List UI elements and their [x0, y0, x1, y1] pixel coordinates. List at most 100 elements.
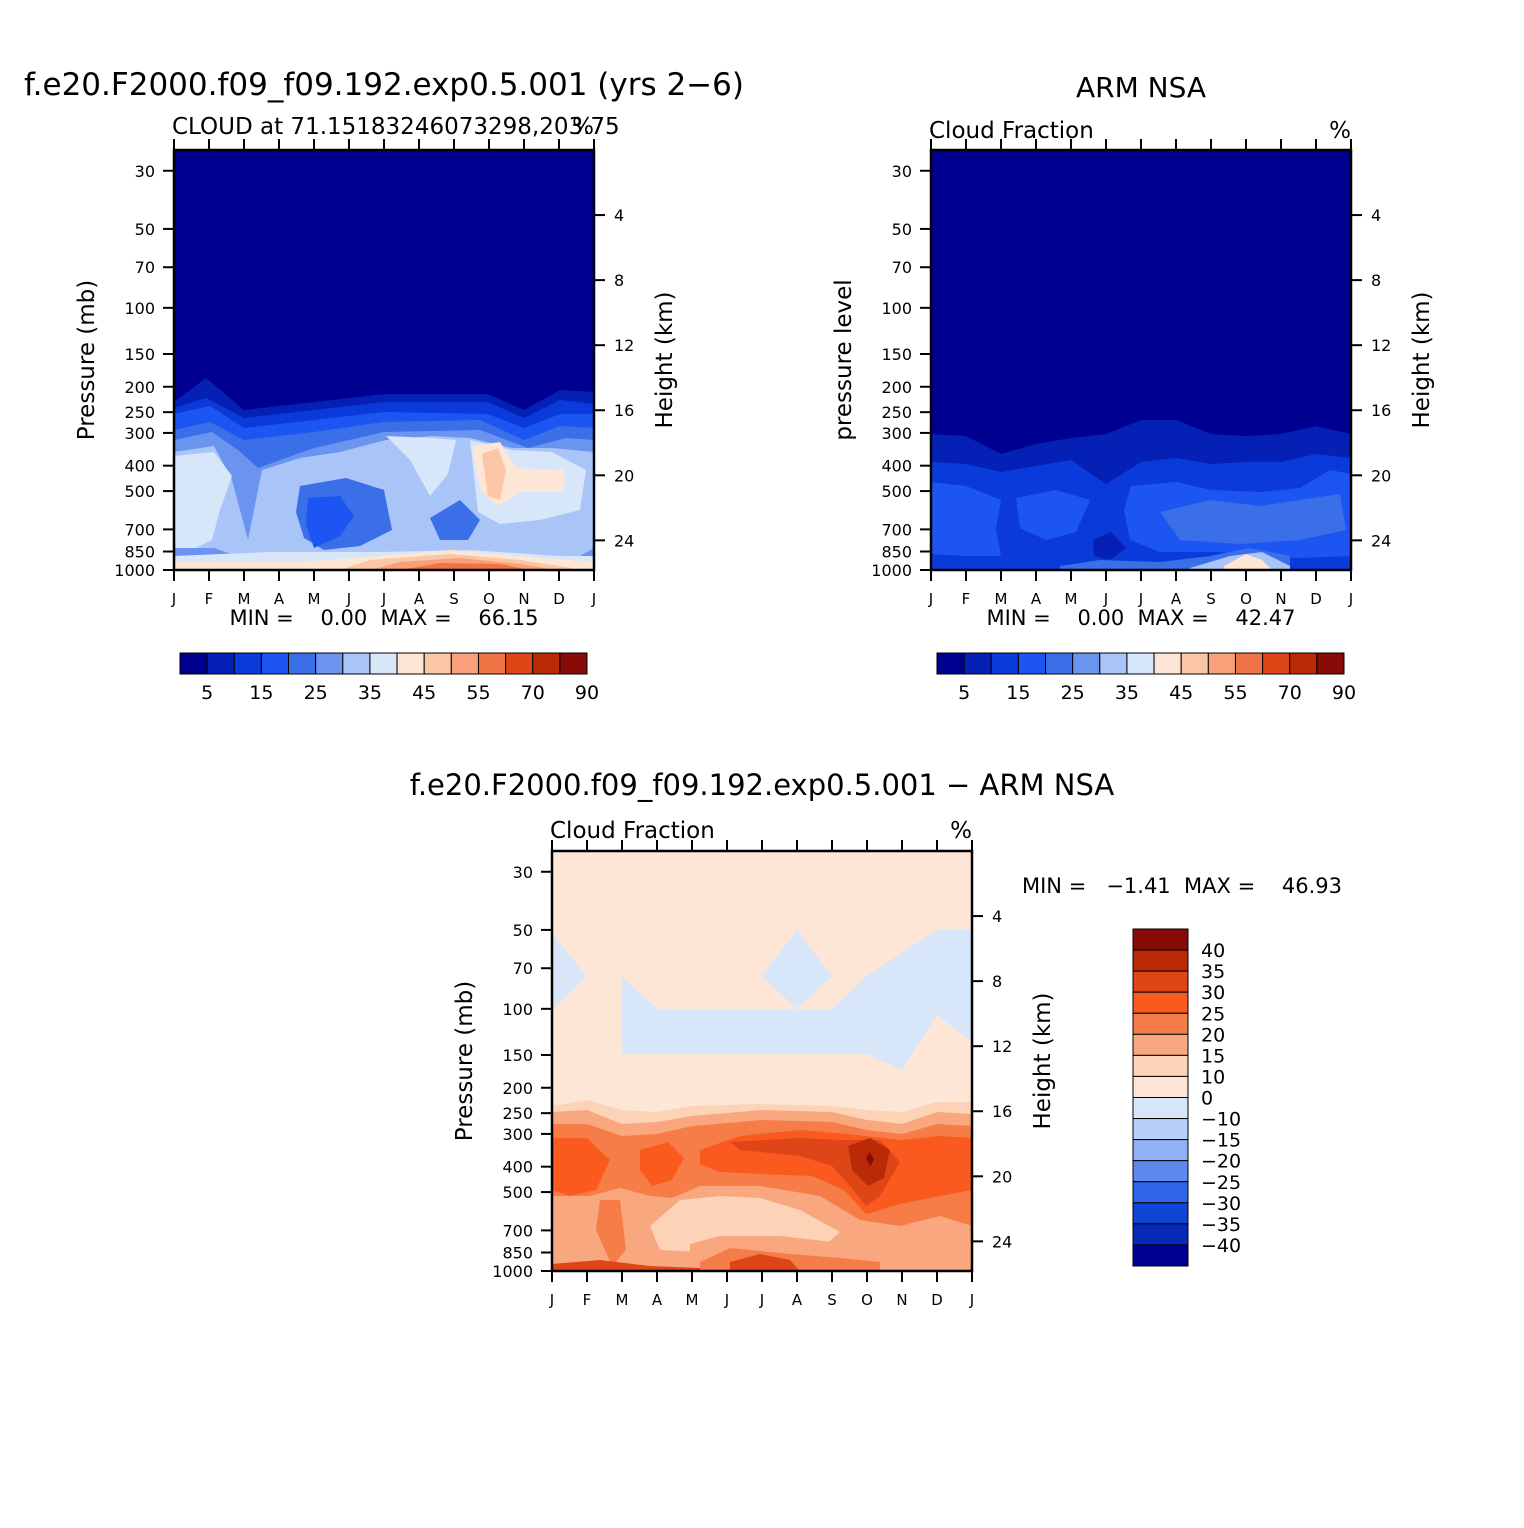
colorbar-swatch	[1132, 1118, 1189, 1141]
colorbar-label: 45	[412, 682, 436, 704]
x-tick-label: A	[274, 590, 285, 608]
model-band-50-core	[482, 448, 506, 500]
diff-axes: J F M A M J J A S O N D J 30 50 70 100 150 200 250 300 400 500…	[452, 840, 1056, 1309]
colorbar-swatch	[1207, 652, 1236, 675]
model-axes: J F M A M J J A S O N D J 30 50 70 100 150 200 250 300 400 500…	[74, 139, 678, 608]
model-left-string: CLOUD at 71.15183246073298,203.75	[172, 114, 620, 140]
colorbar-label: −10	[1201, 1109, 1241, 1131]
y-tick-label: 200	[502, 1079, 533, 1098]
x-tick-label: A	[1031, 590, 1042, 608]
y2-tick-label: 8	[992, 972, 1002, 991]
diff-neg-left	[552, 934, 587, 1010]
colorbar-label: 40	[1201, 940, 1225, 962]
diff-surface-left	[552, 1260, 700, 1271]
panel-model: f.e20.F2000.f09_f09.192.exp0.5.001 (yrs …	[24, 67, 744, 704]
model-colorbar: 5 15 25 35 45 55 70 90	[179, 652, 599, 704]
model-band-40-left	[174, 452, 232, 548]
y-tick-label: 150	[124, 345, 155, 364]
colorbar-label: 90	[1332, 682, 1356, 704]
colorbar-label: 70	[521, 682, 545, 704]
colorbar-swatch	[396, 652, 425, 675]
panel-obs: ARM NSA Cloud Fraction % J F M A M J J A S O N D J 30…	[831, 71, 1435, 704]
obs-units: %	[1329, 118, 1351, 144]
colorbar-label: 25	[1061, 682, 1085, 704]
colorbar-swatch	[1132, 1223, 1189, 1246]
model-low-blue-3	[430, 500, 480, 540]
x-tick-label: O	[861, 1291, 873, 1309]
colorbar-label: 45	[1169, 682, 1193, 704]
colorbar-swatch	[936, 652, 965, 675]
y-tick-label: 50	[513, 921, 533, 940]
colorbar-label: −35	[1201, 1214, 1241, 1236]
panel-diff: f.e20.F2000.f09_f09.192.exp0.5.001 − ARM…	[410, 768, 1342, 1309]
y-tick-label: 100	[881, 299, 912, 318]
colorbar-label: 90	[575, 682, 599, 704]
y-tick-label: 700	[124, 520, 155, 539]
colorbar-swatch	[1132, 970, 1189, 993]
x-tick-label: N	[518, 590, 529, 608]
y2-axis-label: Height (km)	[1030, 992, 1056, 1129]
y2-tick-label: 12	[992, 1037, 1012, 1056]
colorbar-label: 0	[1201, 1088, 1213, 1110]
colorbar-label: 5	[958, 682, 970, 704]
colorbar-swatch	[1132, 1244, 1189, 1267]
y-tick-label: 700	[881, 520, 912, 539]
obs-title: ARM NSA	[1076, 71, 1206, 104]
x-tick-label: F	[962, 590, 971, 608]
diff-surface-30	[730, 1254, 800, 1271]
colorbar-swatch	[1017, 652, 1047, 675]
colorbar-label: −25	[1201, 1172, 1241, 1194]
colorbar-label: −20	[1201, 1151, 1241, 1173]
x-tick-label: A	[414, 590, 425, 608]
y2-tick-label: 4	[614, 206, 624, 225]
diff-low-orange	[596, 1200, 626, 1266]
x-tick-label: N	[1275, 590, 1286, 608]
y2-tick-label: 4	[992, 907, 1002, 926]
y-axis-label: Pressure (mb)	[452, 981, 478, 1141]
diff-band-25-left	[552, 1138, 610, 1196]
colorbar-label: 20	[1201, 1024, 1225, 1046]
y-tick-label: 1000	[114, 561, 155, 580]
y-tick-label: 1000	[492, 1262, 533, 1281]
y-tick-label: 70	[892, 258, 912, 277]
colorbar-swatch	[1289, 652, 1318, 675]
colorbar-label: 55	[1223, 682, 1247, 704]
y-tick-label: 30	[135, 162, 155, 181]
y-tick-label: 400	[124, 457, 155, 476]
y-tick-label: 150	[502, 1046, 533, 1065]
colorbar-swatch	[505, 652, 534, 675]
colorbar-label: 15	[1201, 1045, 1225, 1067]
x-tick-label: A	[652, 1291, 663, 1309]
x-tick-label: D	[553, 590, 565, 608]
colorbar-swatch	[1132, 1160, 1189, 1183]
x-tick-label: D	[1310, 590, 1322, 608]
y-tick-label: 500	[502, 1183, 533, 1202]
x-tick-label: S	[449, 590, 459, 608]
diff-contour-field	[552, 851, 972, 1271]
y-tick-label: 400	[881, 457, 912, 476]
x-tick-label: F	[583, 1291, 592, 1309]
x-tick-label: J	[724, 1291, 729, 1309]
y-tick-label: 50	[892, 220, 912, 239]
colorbar-swatch	[206, 652, 235, 675]
y-tick-label: 150	[881, 345, 912, 364]
colorbar-swatch	[1132, 991, 1189, 1014]
colorbar-swatch	[369, 652, 398, 675]
y-tick-label: 850	[124, 542, 155, 561]
colorbar-label: 35	[358, 682, 382, 704]
x-tick-label: S	[827, 1291, 837, 1309]
y-tick-label: 850	[502, 1243, 533, 1262]
colorbar-swatch	[423, 652, 452, 675]
model-surface-60	[400, 563, 530, 570]
model-minmax: MIN = 0.00 MAX = 66.15	[229, 606, 538, 630]
obs-low-dark	[1093, 532, 1126, 560]
model-contour-field	[174, 150, 594, 570]
y-axis-label: pressure level	[831, 279, 857, 440]
y-tick-label: 300	[502, 1125, 533, 1144]
y-tick-label: 500	[124, 482, 155, 501]
diff-left-string: Cloud Fraction	[550, 818, 715, 844]
y2-tick-label: 24	[1371, 531, 1391, 550]
x-tick-label: J	[381, 590, 386, 608]
colorbar-swatch	[260, 652, 290, 675]
colorbar-swatch	[477, 652, 507, 675]
